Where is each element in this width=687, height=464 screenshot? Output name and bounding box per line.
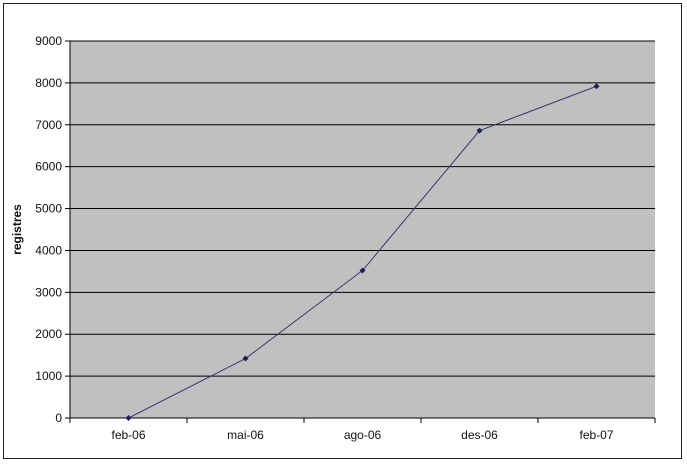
y-tick-label: 6000 — [35, 160, 62, 174]
plot-area — [70, 41, 655, 418]
data-point — [476, 127, 483, 134]
y-tick-label: 5000 — [35, 202, 62, 216]
data-point — [593, 83, 600, 90]
series-layer — [125, 83, 600, 421]
data-point — [125, 415, 132, 421]
y-axis-ticks: 0 1000 2000 3000 4000 5000 6000 7000 8000 9000 — [35, 34, 70, 425]
x-tick-label: feb-06 — [111, 428, 145, 442]
y-tick-label: 9000 — [35, 34, 62, 48]
y-tick-label: 8000 — [35, 76, 62, 90]
x-axis-ticks: feb-06 mai-06 ago-06 des-06 feb-07 — [69, 418, 656, 442]
gridlines — [70, 40, 655, 377]
axes — [69, 41, 655, 419]
y-tick-label: 7000 — [35, 118, 62, 132]
y-tick-label: 4000 — [35, 243, 62, 257]
y-axis-title: registres — [10, 204, 24, 255]
x-tick-label: mai-06 — [227, 428, 264, 442]
y-tick-label: 3000 — [35, 285, 62, 299]
x-tick-label: des-06 — [461, 428, 498, 442]
y-tick-label: 1000 — [35, 369, 62, 383]
x-tick-label: feb-07 — [579, 428, 613, 442]
y-tick-label: 0 — [55, 411, 62, 425]
y-tick-label: 2000 — [35, 327, 62, 341]
data-point — [359, 267, 366, 274]
data-point — [242, 355, 249, 362]
x-tick-label: ago-06 — [344, 428, 382, 442]
